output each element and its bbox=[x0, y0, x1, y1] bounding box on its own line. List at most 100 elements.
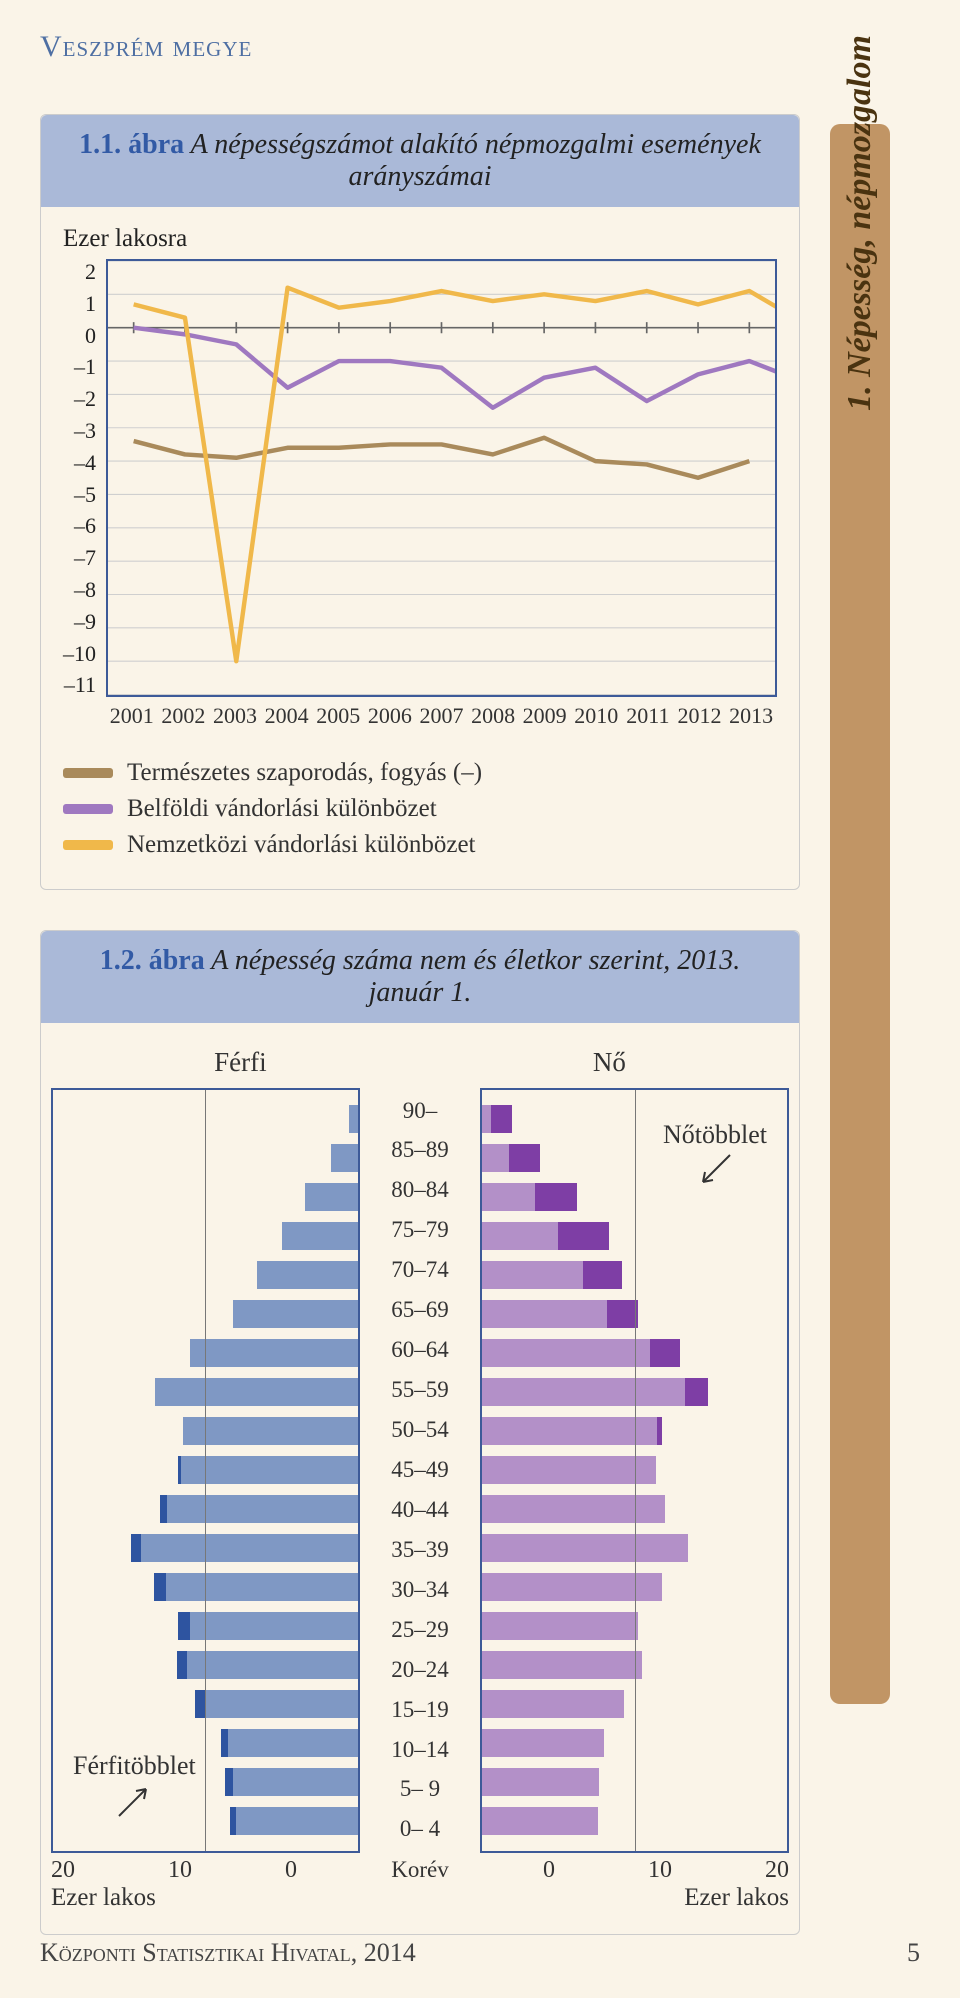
chart-1-xtick: 2001 bbox=[106, 703, 158, 729]
pyramid-bar-male bbox=[190, 1339, 358, 1366]
chart-1-xtick: 2012 bbox=[674, 703, 726, 729]
pyramid-bar-female bbox=[482, 1534, 688, 1561]
pyramid-bar-female bbox=[482, 1651, 642, 1678]
pyramid-age-label: 15–19 bbox=[391, 1697, 449, 1723]
content-wrap: 1.1. ábra A népességszámot alakító népmo… bbox=[0, 74, 960, 1935]
pyramid-age-label: 70–74 bbox=[391, 1257, 449, 1283]
pyramid-age-label: 85–89 bbox=[391, 1137, 449, 1163]
bottom-label-right: Ezer lakos bbox=[543, 1884, 789, 1912]
pyramid-head: Férfi Nő bbox=[51, 1047, 789, 1078]
pyramid-bar-female-extra bbox=[535, 1183, 576, 1210]
pyramid-bar-male-extra bbox=[221, 1729, 229, 1756]
footer-left: Központi Statisztikai Hivatal, 2014 bbox=[40, 1938, 416, 1968]
pyramid-row-male bbox=[53, 1295, 358, 1334]
female-label: Nő bbox=[593, 1047, 626, 1078]
pyramid-bar-female bbox=[482, 1612, 638, 1639]
pyramid-xtick: 20 bbox=[765, 1857, 789, 1884]
chart-1-xtick: 2003 bbox=[209, 703, 261, 729]
legend-label: Belföldi vándorlási különbözet bbox=[127, 795, 437, 823]
pyramid-age-label: 5– 9 bbox=[400, 1776, 440, 1802]
pyramid-row-male bbox=[53, 1100, 358, 1139]
pyramid-bar-female bbox=[482, 1105, 491, 1132]
chart-1-card: 1.1. ábra A népességszámot alakító népmo… bbox=[40, 114, 800, 890]
sidebar-tab: 1. Népesség, népmozgalom bbox=[830, 124, 890, 1704]
chart-1-ytick: –1 bbox=[63, 354, 96, 380]
pyramid-xaxis-left: 20100 bbox=[51, 1853, 297, 1884]
pyramid-row-male bbox=[53, 1490, 358, 1529]
pyramid-age-label: 35–39 bbox=[391, 1537, 449, 1563]
pyramid-bar-male-extra bbox=[131, 1534, 142, 1561]
chart-1-xtick: 2009 bbox=[519, 703, 571, 729]
pyramid-row-male bbox=[53, 1178, 358, 1217]
sidebar: 1. Népesség, népmozgalom bbox=[830, 74, 920, 1935]
pyramid-bar-female bbox=[482, 1222, 558, 1249]
pyramid-right: Nőtöbblet bbox=[480, 1088, 789, 1853]
legend-item: Nemzetközi vándorlási különbözet bbox=[63, 831, 777, 859]
pyramid-row-male bbox=[53, 1529, 358, 1568]
pyramid-row-male bbox=[53, 1256, 358, 1295]
pyramid-bar-male bbox=[331, 1144, 358, 1171]
pyramid-row-male bbox=[53, 1334, 358, 1373]
pyramid-bar-male bbox=[155, 1378, 358, 1405]
pyramid-xtick: 10 bbox=[168, 1857, 192, 1884]
pyramid-bar-female bbox=[482, 1183, 535, 1210]
footer-right: 5 bbox=[907, 1938, 920, 1968]
pyramid-row-male bbox=[53, 1685, 358, 1724]
pyramid-age-label: 30–34 bbox=[391, 1577, 449, 1603]
pyramid-row-male bbox=[53, 1139, 358, 1178]
chart-1-title-number: 1.1. ábra bbox=[79, 129, 184, 160]
pyramid-bar-male bbox=[141, 1534, 358, 1561]
chart-1-svg bbox=[108, 261, 775, 695]
chart-1-title: 1.1. ábra A népességszámot alakító népmo… bbox=[41, 115, 799, 207]
chart-2-title: 1.2. ábra A népesség száma nem és életko… bbox=[41, 931, 799, 1023]
chart-1-xtick: 2010 bbox=[570, 703, 622, 729]
arrow-down-left-icon bbox=[695, 1150, 735, 1190]
pyramid-bar-female-extra bbox=[607, 1300, 638, 1327]
pyramid-age-label: 65–69 bbox=[391, 1297, 449, 1323]
legend-item: Természetes szaporodás, fogyás (–) bbox=[63, 759, 777, 787]
pyramid-bar-female bbox=[482, 1261, 583, 1288]
pyramid-bar-female bbox=[482, 1339, 650, 1366]
pyramid-bar-female bbox=[482, 1729, 604, 1756]
pyramid-bar-female bbox=[482, 1456, 656, 1483]
pyramid-xtick: 20 bbox=[51, 1857, 75, 1884]
page-footer: Központi Statisztikai Hivatal, 2014 5 bbox=[40, 1938, 920, 1968]
chart-1-subtitle: Ezer lakosra bbox=[63, 225, 777, 253]
pyramid-bar-male bbox=[187, 1651, 358, 1678]
female-surplus-note: Nőtöbblet bbox=[663, 1120, 767, 1190]
chart-1-xtick: 2004 bbox=[261, 703, 313, 729]
pyramid-bar-male-extra bbox=[160, 1495, 168, 1522]
pyramid-bar-male-extra bbox=[177, 1651, 188, 1678]
pyramid-bar-male bbox=[228, 1729, 358, 1756]
page-header: Veszprém megye bbox=[0, 0, 960, 74]
pyramid-bar-male bbox=[206, 1690, 359, 1717]
pyramid-bar-male bbox=[190, 1612, 358, 1639]
chart-1-ytick: –9 bbox=[63, 609, 96, 635]
legend-swatch bbox=[63, 804, 113, 814]
pyramid-age-label: 0– 4 bbox=[400, 1816, 440, 1842]
pyramid-xtick: 0 bbox=[543, 1857, 555, 1884]
chart-1-frame bbox=[106, 259, 777, 697]
chart-1-ytick: –10 bbox=[63, 641, 96, 667]
male-surplus-text: Férfitöbblet bbox=[73, 1751, 196, 1781]
male-label: Férfi bbox=[214, 1047, 266, 1078]
chart-2-card: 1.2. ábra A népesség száma nem és életko… bbox=[40, 930, 800, 1935]
legend-item: Belföldi vándorlási különbözet bbox=[63, 795, 777, 823]
chart-1-ytick: –3 bbox=[63, 418, 96, 444]
pyramid-row-male bbox=[53, 1568, 358, 1607]
pyramid-age-label: 90– bbox=[403, 1098, 438, 1124]
pyramid-bar-male bbox=[233, 1768, 358, 1795]
chart-1-xtick: 2008 bbox=[467, 703, 519, 729]
chart-1-ytick: –2 bbox=[63, 386, 96, 412]
chart-1-xtick: 2007 bbox=[416, 703, 468, 729]
chart-1-ytick: –5 bbox=[63, 482, 96, 508]
male-surplus-note: Férfitöbblet bbox=[73, 1751, 196, 1821]
pyramid-bar-female bbox=[482, 1144, 509, 1171]
chart-1-ytick: –11 bbox=[63, 672, 96, 698]
pyramid-bar-female bbox=[482, 1768, 599, 1795]
pyramid-bar-female bbox=[482, 1495, 665, 1522]
pyramid-bar-female bbox=[482, 1378, 685, 1405]
chart-1-xtick: 2013 bbox=[725, 703, 777, 729]
pyramid-age-label: 40–44 bbox=[391, 1497, 449, 1523]
chart-1-ytick: 1 bbox=[63, 291, 96, 317]
